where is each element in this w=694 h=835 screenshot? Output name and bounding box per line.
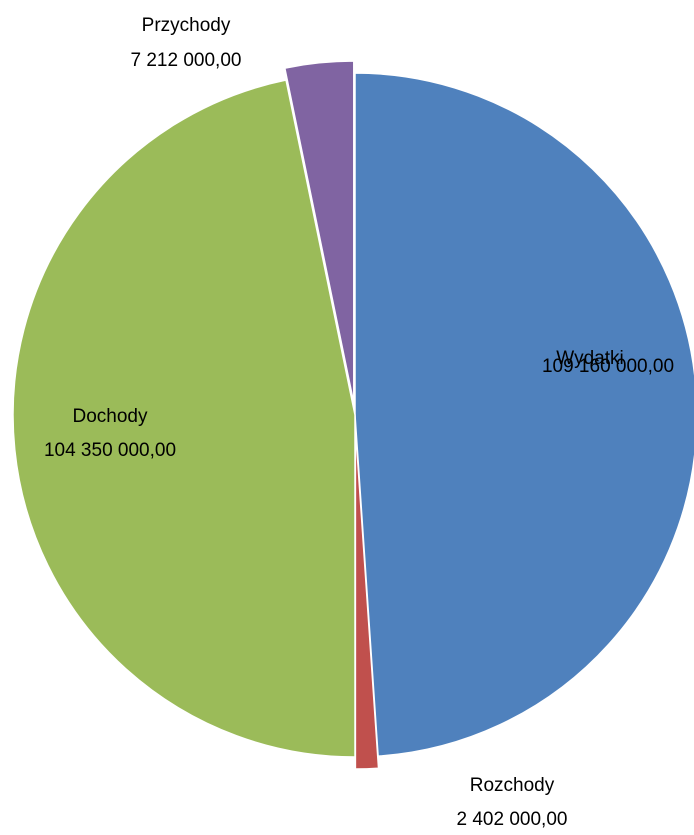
value-rozchody: 2 402 000,00 bbox=[457, 809, 568, 830]
pie-slice-dochody bbox=[12, 79, 356, 758]
value-przychody: 7 212 000,00 bbox=[131, 50, 242, 71]
pie-slices bbox=[12, 60, 694, 770]
pie-slice-przychody bbox=[283, 60, 355, 404]
value-dochody: 104 350 000,00 bbox=[44, 440, 176, 461]
label-wydatki-name: Wydatki bbox=[556, 348, 623, 369]
pie-slice-rozchody bbox=[354, 426, 380, 770]
label-dochody-name: Dochody bbox=[73, 406, 148, 427]
value-wydatki: 109 160 000,00 bbox=[542, 356, 674, 377]
label-rozchody-name: Rozchody bbox=[470, 775, 555, 796]
pie-slice-wydatki bbox=[354, 72, 694, 758]
label-przychody-name: Przychody bbox=[142, 15, 231, 36]
